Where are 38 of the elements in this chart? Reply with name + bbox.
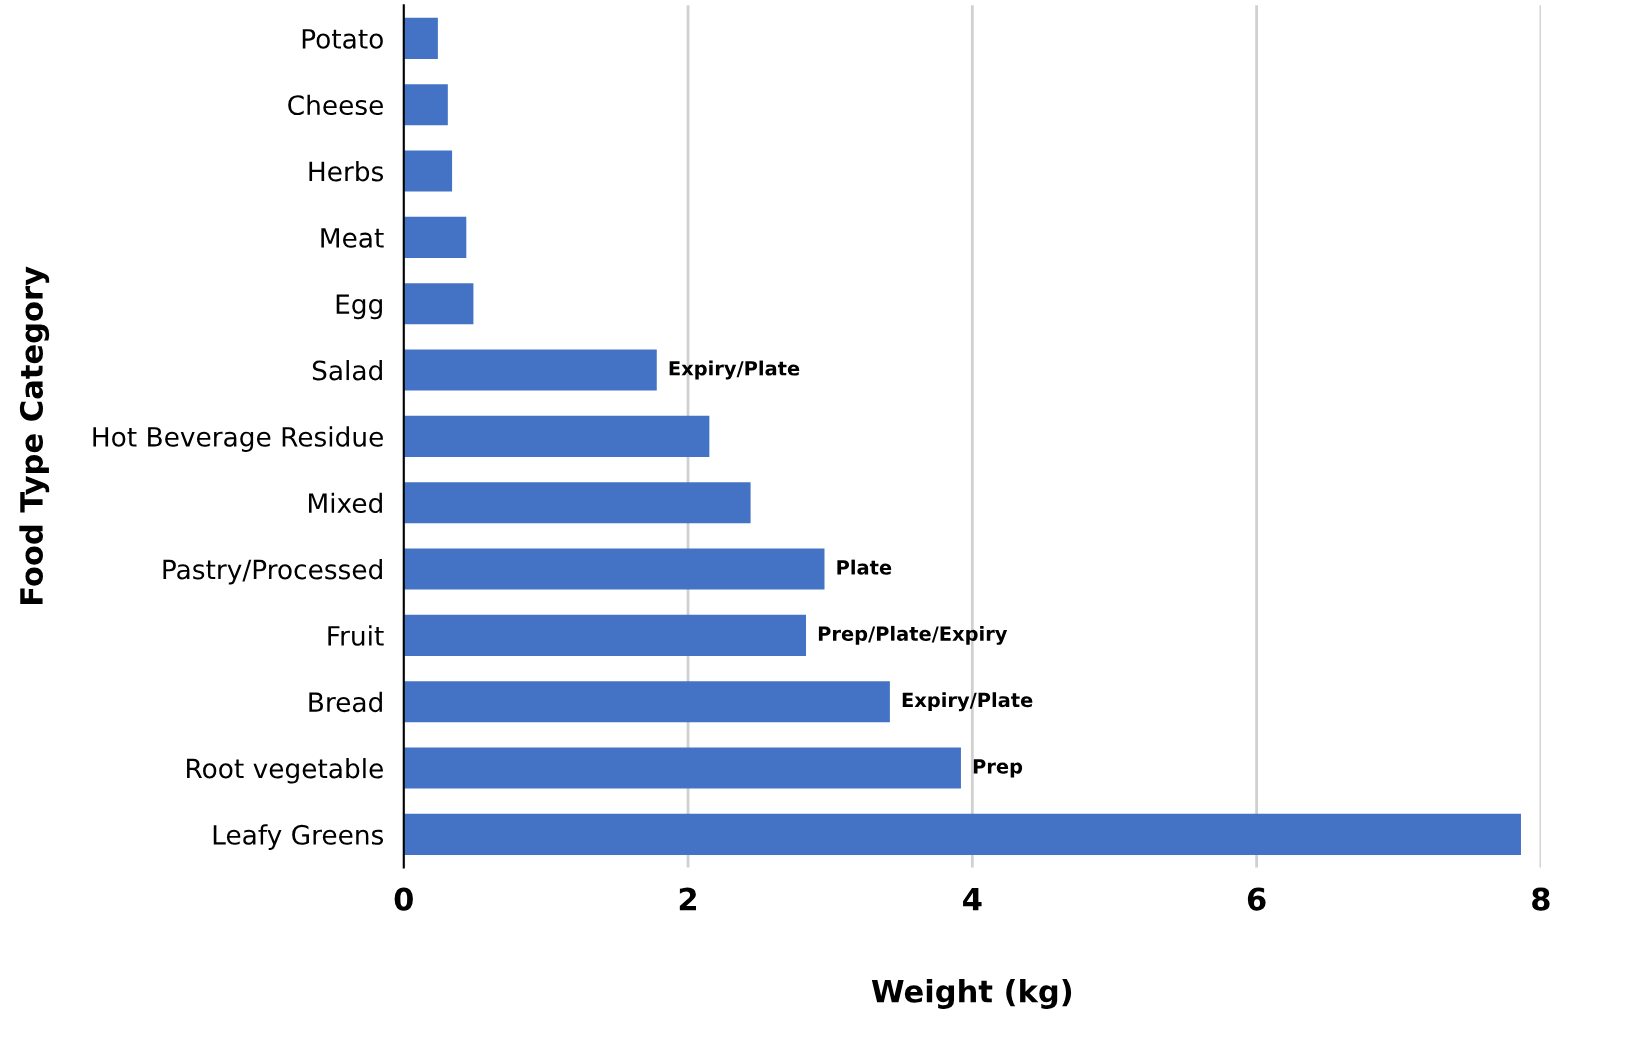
data-label: Expiry/Plate: [902, 692, 1033, 712]
y-tick-label: Pastry/Processed: [163, 559, 382, 585]
y-tick-label: Cheese: [288, 94, 383, 116]
y-tick-label: Bread: [309, 691, 382, 713]
bar: [403, 548, 825, 590]
bar: [403, 216, 467, 258]
y-tick-label: Hot Beverage Residue: [93, 426, 383, 452]
y-tick-label: Leafy Greens: [213, 824, 384, 850]
y-tick-label: Herbs: [309, 161, 384, 182]
bar: [403, 283, 474, 325]
x-axis-title: Weight (kg): [871, 979, 1072, 1009]
bar: [403, 17, 438, 59]
x-tick-label: 0: [394, 887, 413, 911]
y-tick-label: Salad: [312, 360, 382, 381]
bar: [403, 482, 751, 524]
data-label: Prep/Plate/Expiry: [818, 625, 1008, 645]
bar: [403, 150, 453, 192]
data-label: Expiry/Plate: [669, 360, 800, 380]
y-tick-label: Egg: [336, 294, 382, 320]
x-tick-label: 2: [679, 887, 697, 911]
x-tick-label: 4: [963, 887, 982, 911]
x-tick-label: 8: [1532, 887, 1550, 911]
bar: [403, 349, 657, 391]
x-tick-label: 6: [1247, 887, 1266, 911]
y-tick-label: Root vegetable: [187, 758, 383, 784]
y-tick-label: Fruit: [328, 625, 384, 646]
bar: [403, 415, 710, 457]
data-label: Plate: [837, 559, 892, 575]
bar: [403, 747, 961, 789]
y-tick-label: Potato: [302, 29, 383, 49]
bar: [403, 681, 890, 723]
data-label: Prep: [973, 759, 1023, 778]
bar: [403, 614, 807, 656]
y-tick-label: Meat: [321, 228, 384, 248]
bar: [403, 84, 448, 126]
y-tick-label: Mixed: [309, 492, 382, 514]
y-axis-title: Food Type Category: [19, 266, 50, 604]
bar: [403, 813, 1521, 855]
